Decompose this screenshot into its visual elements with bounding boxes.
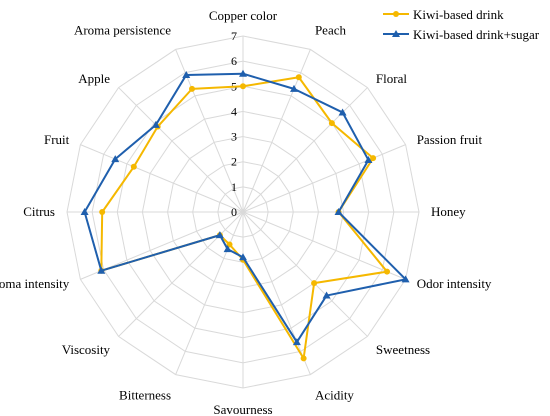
data-point	[239, 253, 247, 261]
data-point	[151, 120, 160, 128]
category-label: Bitterness	[119, 388, 171, 403]
category-label: Floral	[376, 71, 407, 86]
radial-tick-label: 4	[231, 104, 237, 118]
data-point	[300, 355, 307, 362]
data-point	[384, 268, 391, 275]
category-label: Peach	[315, 22, 347, 37]
data-point	[334, 208, 343, 215]
data-point	[364, 156, 373, 164]
data-point	[111, 155, 120, 163]
category-label: Aroma persistence	[74, 22, 171, 37]
category-label: Honey	[431, 204, 466, 219]
data-point	[182, 70, 191, 78]
legend-label: Kiwi-based drink	[413, 7, 504, 22]
grid-spoke	[80, 144, 244, 213]
category-label: Viscosity	[62, 342, 111, 357]
data-point	[338, 108, 347, 116]
data-point	[289, 84, 298, 92]
radial-tick-label: 1	[231, 180, 237, 194]
data-point	[401, 275, 410, 283]
category-label: Acidity	[315, 388, 354, 403]
data-point	[239, 69, 247, 77]
data-point	[240, 83, 246, 90]
grid-spoke	[175, 211, 244, 375]
data-point	[295, 74, 302, 81]
data-point	[215, 231, 224, 239]
data-point	[322, 291, 331, 299]
grid-spoke	[242, 211, 406, 280]
data-point	[80, 208, 89, 215]
category-label: Sweetness	[376, 342, 430, 357]
data-point	[97, 266, 106, 274]
grid-spoke	[242, 49, 311, 213]
grid-spoke	[242, 211, 368, 337]
grid-spoke	[118, 87, 244, 213]
category-label: Copper color	[209, 8, 278, 23]
grid-spoke	[118, 211, 244, 337]
category-label: Odor intensity	[417, 276, 492, 291]
series-layer	[80, 69, 410, 362]
category-labels: Copper color Peach Floral Passion fruit Hone…	[0, 8, 492, 416]
radial-tick-label: 2	[231, 155, 237, 169]
category-label: Aroma intensity	[0, 276, 70, 291]
legend: Kiwi-based drink Kiwi-based drink+sugar	[383, 7, 540, 42]
data-point	[189, 85, 196, 92]
category-label: Citrus	[23, 204, 55, 219]
data-point	[223, 245, 232, 253]
grid-spoke	[242, 144, 406, 213]
data-point	[99, 209, 106, 215]
data-point	[370, 155, 377, 162]
category-label: Fruit	[44, 132, 70, 147]
radial-tick-label: 7	[231, 29, 237, 43]
category-label: Apple	[78, 71, 110, 86]
legend-label: Kiwi-based drink+sugar	[413, 27, 540, 42]
legend-entry: Kiwi-based drink+sugar	[383, 27, 540, 42]
data-point	[292, 338, 301, 346]
radial-tick-label: 3	[231, 130, 237, 144]
series-2	[80, 69, 410, 346]
radial-tick-label: 6	[231, 54, 237, 68]
legend-entry: Kiwi-based drink	[383, 7, 504, 22]
category-label: Passion fruit	[417, 132, 483, 147]
radial-tick-label: 0	[231, 205, 237, 219]
data-point	[130, 163, 137, 170]
grid-spoke	[242, 87, 368, 213]
data-point	[311, 280, 318, 287]
grid-spoke	[242, 211, 311, 375]
category-label: Savourness	[213, 402, 272, 416]
data-point	[328, 120, 335, 127]
